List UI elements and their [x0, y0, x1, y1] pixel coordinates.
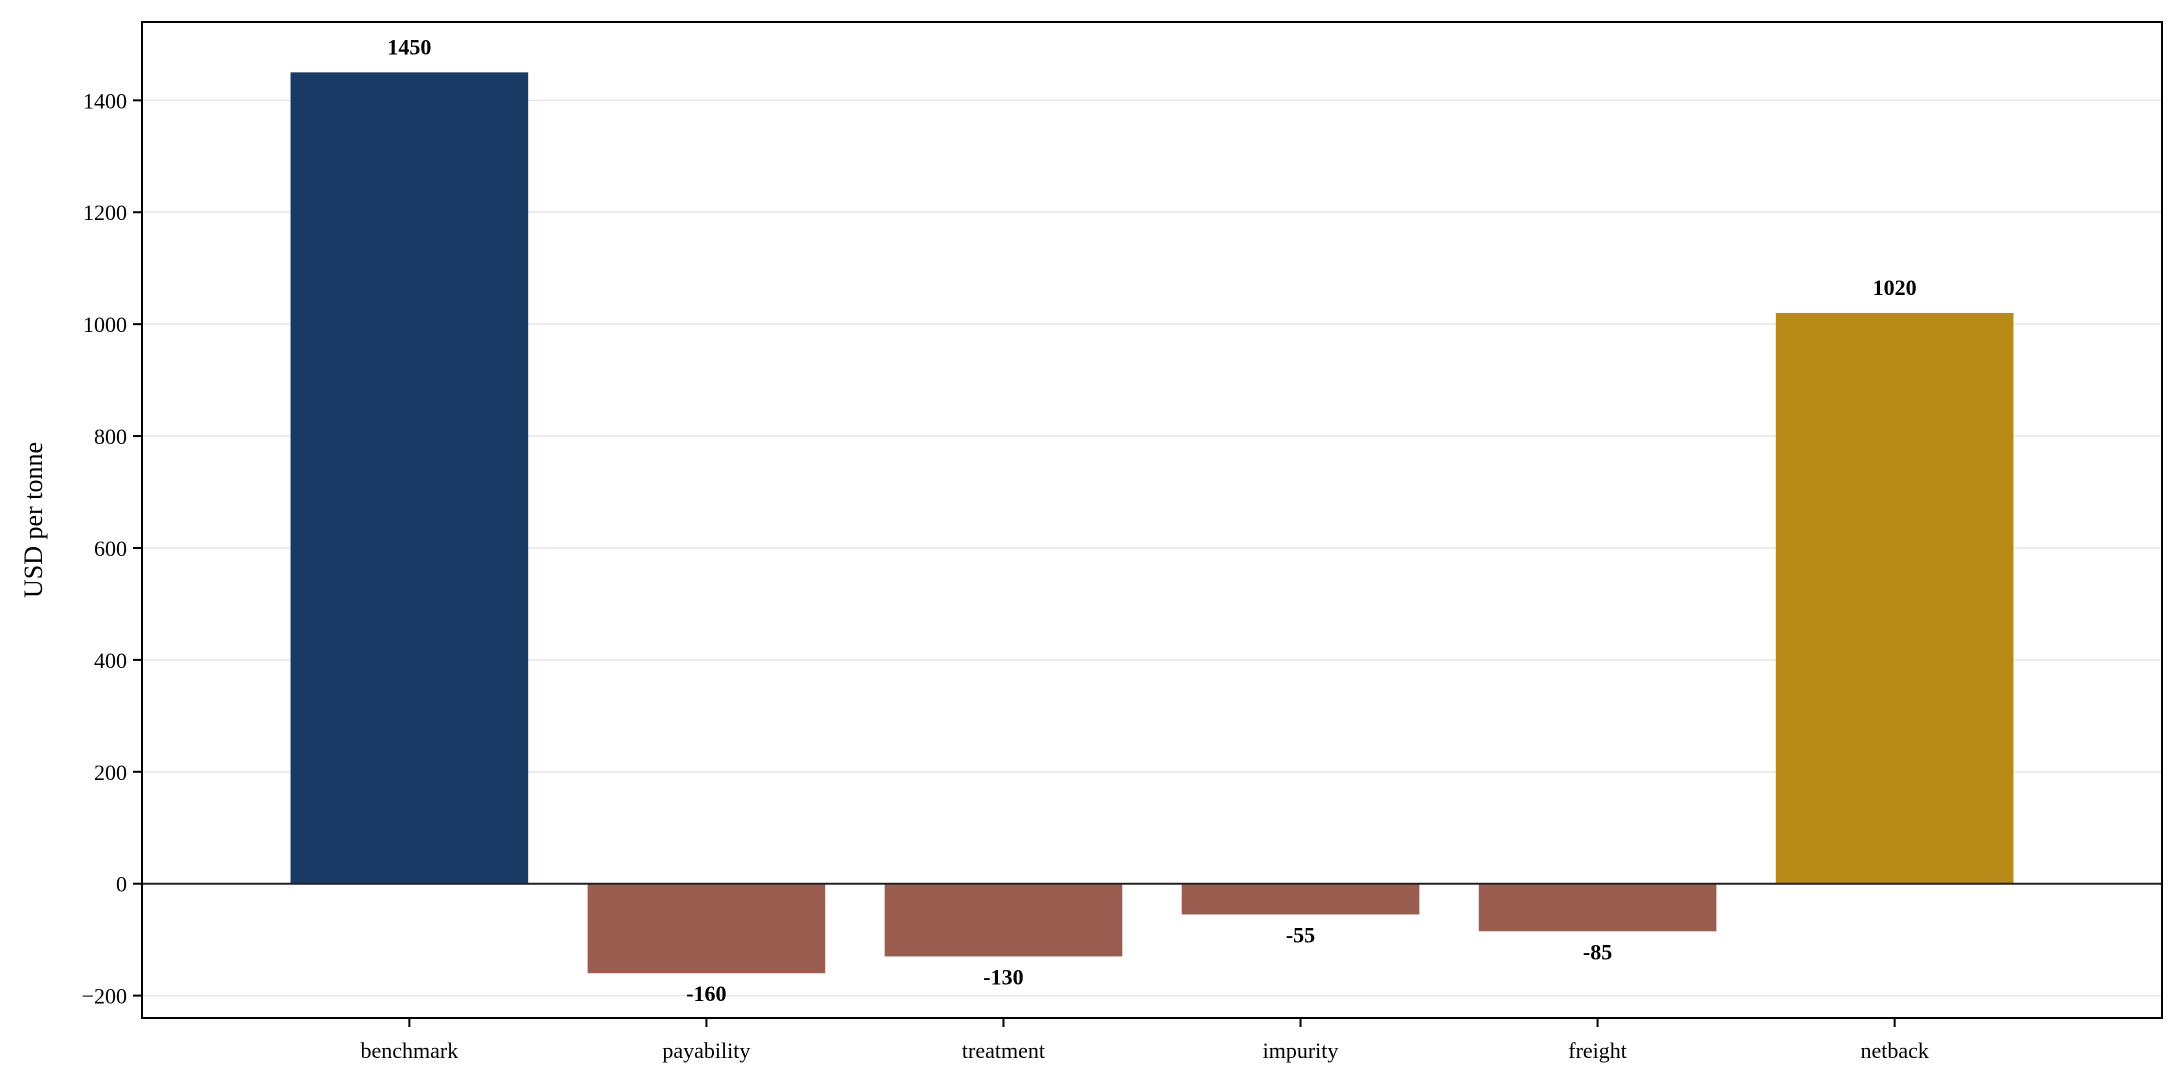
y-tick-label: 1200 — [83, 200, 127, 225]
x-tick-label: treatment — [962, 1038, 1045, 1063]
data-label: -55 — [1286, 922, 1315, 947]
bar-benchmark — [290, 72, 529, 884]
x-axis: benchmark payability treatment impurity frei… — [360, 1018, 1929, 1063]
x-tick-label: impurity — [1263, 1038, 1339, 1063]
data-label: 1450 — [387, 34, 431, 59]
y-axis: −200 0 200 400 600 800 1000 1200 1400 — [82, 88, 142, 1009]
y-tick-label: 800 — [94, 424, 127, 449]
y-tick-label: 400 — [94, 648, 127, 673]
bar-payability — [587, 883, 826, 974]
y-tick-label: 200 — [94, 760, 127, 785]
data-label: -130 — [983, 964, 1023, 989]
y-tick-label: 600 — [94, 536, 127, 561]
plot-frame — [141, 21, 2163, 1019]
x-tick-label: netback — [1860, 1038, 1928, 1063]
y-axis-title: USD per tonne — [19, 442, 48, 598]
x-tick-label: freight — [1568, 1038, 1627, 1063]
bar-netback — [1775, 312, 2014, 884]
bar-impurity — [1181, 883, 1420, 915]
y-tick-label: 0 — [116, 872, 127, 897]
y-tick-label: 1400 — [83, 88, 127, 113]
x-tick-label: benchmark — [360, 1038, 458, 1063]
y-tick-label: −200 — [82, 984, 127, 1009]
data-label: -85 — [1583, 939, 1612, 964]
bars — [290, 72, 2014, 974]
y-tick-label: 1000 — [83, 312, 127, 337]
data-label: -160 — [686, 981, 726, 1006]
bar-freight — [1478, 883, 1717, 932]
data-label: 1020 — [1873, 275, 1917, 300]
x-tick-label: payability — [662, 1038, 750, 1063]
data-labels: 1450 -160 -130 -55 -85 1020 — [387, 34, 1916, 1006]
bar-treatment — [884, 883, 1123, 957]
